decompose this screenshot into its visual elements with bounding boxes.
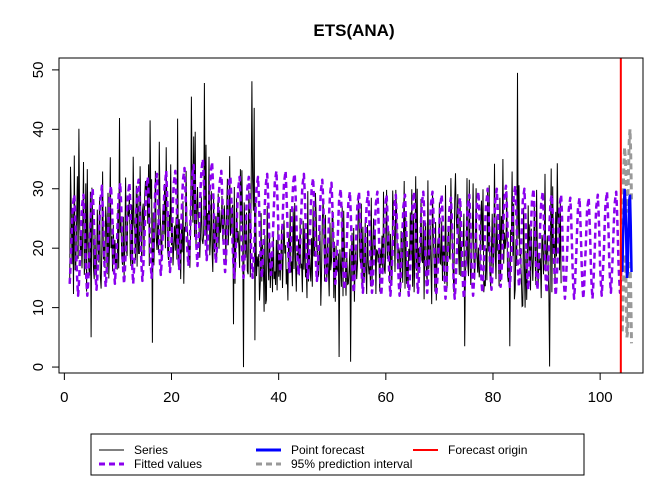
legend-label-series: Series: [134, 443, 168, 457]
plot-area: [68, 58, 633, 373]
y-tick-label: 0: [30, 363, 47, 371]
axes: 0 20 40 60 80 100 0 10 20 30 40 50: [30, 62, 613, 406]
x-tick-label: 0: [60, 389, 68, 406]
y-tick-label: 50: [30, 62, 47, 79]
legend-label-interval: 95% prediction interval: [291, 457, 412, 471]
series-line: [69, 72, 562, 368]
interval-lower-line: [620, 253, 633, 344]
legend-label-origin: Forecast origin: [448, 443, 527, 457]
x-tick-label: 20: [163, 389, 180, 406]
forecast-line: [621, 188, 633, 279]
y-tick-label: 20: [30, 240, 47, 257]
x-tick-label: 40: [270, 389, 287, 406]
x-tick-label: 80: [485, 389, 502, 406]
y-tick-label: 40: [30, 121, 47, 138]
y-tick-label: 10: [30, 299, 47, 316]
legend-label-forecast: Point forecast: [291, 443, 365, 457]
legend-label-fitted: Fitted values: [134, 457, 202, 471]
x-tick-label: 60: [377, 389, 394, 406]
y-tick-label: 30: [30, 180, 47, 197]
chart-title: ETS(ANA): [313, 21, 394, 40]
x-tick-label: 100: [588, 389, 613, 406]
legend-box: [90, 433, 585, 476]
legend: Series Fitted values Point forecast 95% …: [90, 433, 585, 476]
fitted-line: [68, 157, 623, 300]
